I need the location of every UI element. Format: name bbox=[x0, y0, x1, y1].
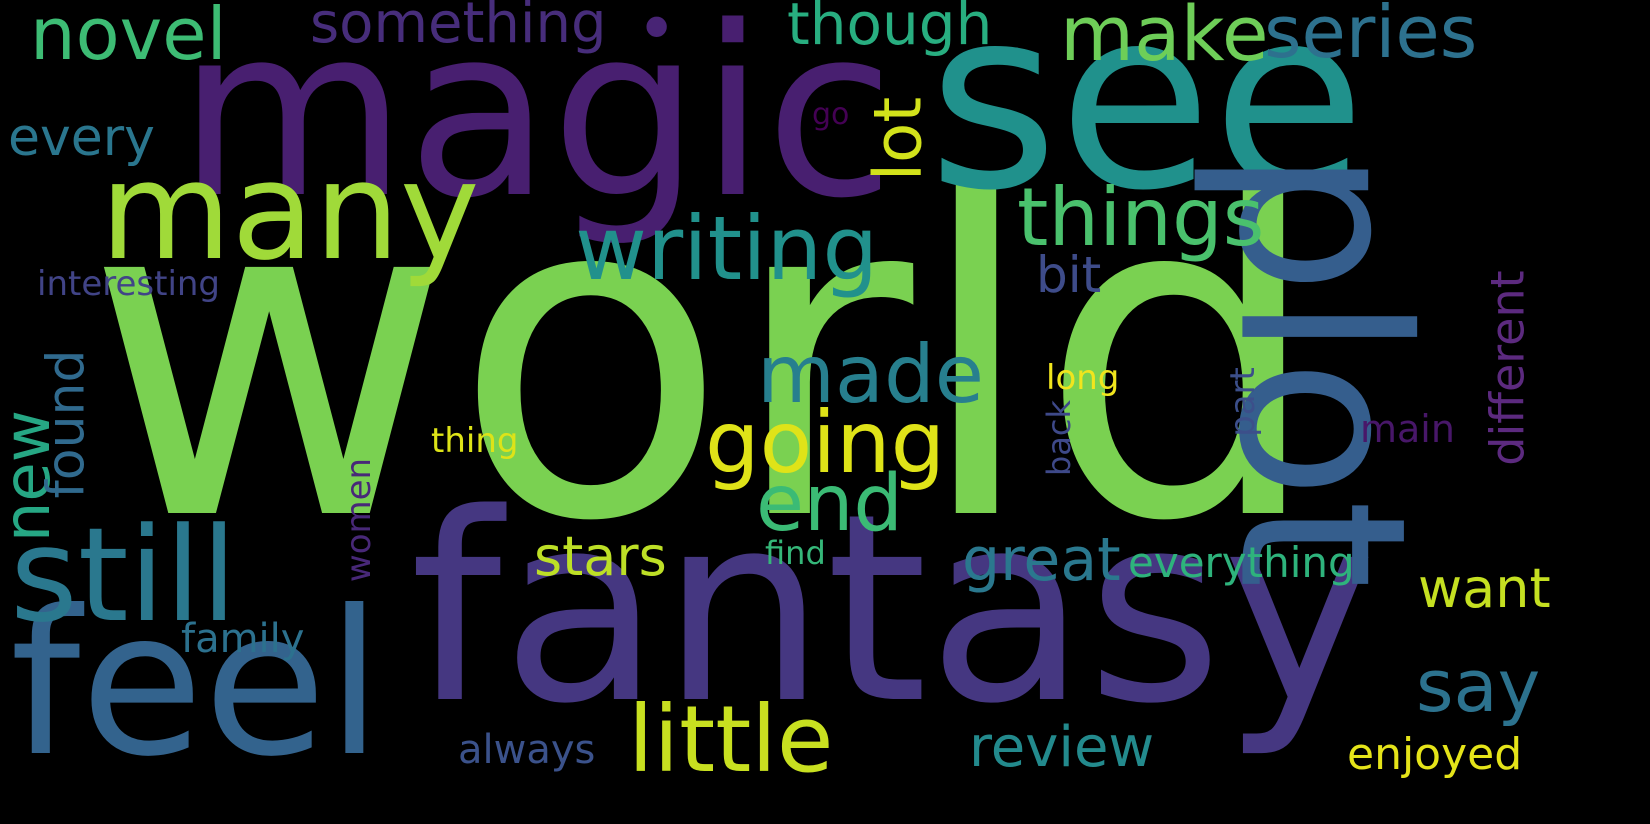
word-bit: bit bbox=[1036, 246, 1102, 304]
word-interesting: interesting bbox=[37, 264, 221, 304]
word-something: something bbox=[310, 0, 607, 56]
word-world: world bbox=[85, 96, 1325, 620]
word-magic: magic bbox=[178, 0, 895, 250]
word-little: little bbox=[628, 686, 834, 793]
word-enjoyed: enjoyed bbox=[1347, 729, 1523, 780]
word-going: going bbox=[705, 393, 946, 493]
word-novel: novel bbox=[30, 0, 227, 76]
word-say: say bbox=[1416, 644, 1541, 728]
word-every: every bbox=[8, 108, 155, 168]
word-stars: stars bbox=[534, 525, 667, 588]
word-review: review bbox=[969, 715, 1155, 780]
word-family: family bbox=[181, 616, 305, 662]
word-series: series bbox=[1264, 0, 1478, 74]
word-still: still bbox=[10, 499, 238, 651]
word-things: things bbox=[1017, 171, 1265, 264]
word-found: found bbox=[36, 349, 97, 499]
word-thing: thing bbox=[431, 421, 519, 461]
word-want: want bbox=[1418, 557, 1551, 620]
word-lot: lot bbox=[859, 96, 937, 182]
word-writing: writing bbox=[575, 197, 879, 300]
word-different: different bbox=[1480, 270, 1535, 466]
word-bullet: • bbox=[636, 0, 678, 70]
word-see: see bbox=[928, 0, 1366, 245]
word-go: go bbox=[812, 97, 850, 132]
word-always: always bbox=[458, 727, 596, 773]
word-women: women bbox=[339, 457, 380, 583]
word-though: though bbox=[787, 0, 993, 58]
word-make: make bbox=[1060, 0, 1269, 78]
word-everything: everything bbox=[1128, 538, 1355, 587]
word-part: part bbox=[1222, 367, 1263, 437]
word-back: back bbox=[1040, 399, 1079, 477]
word-great: great bbox=[962, 525, 1121, 595]
word-fantasy: fantasy bbox=[410, 459, 1377, 761]
word-long: long bbox=[1046, 358, 1120, 398]
word-feel: feel bbox=[10, 568, 383, 801]
word-find: find bbox=[765, 534, 826, 572]
word-end: end bbox=[756, 459, 903, 549]
word-main: main bbox=[1360, 407, 1455, 451]
word-made: made bbox=[757, 328, 984, 421]
word-many: many bbox=[100, 133, 480, 290]
